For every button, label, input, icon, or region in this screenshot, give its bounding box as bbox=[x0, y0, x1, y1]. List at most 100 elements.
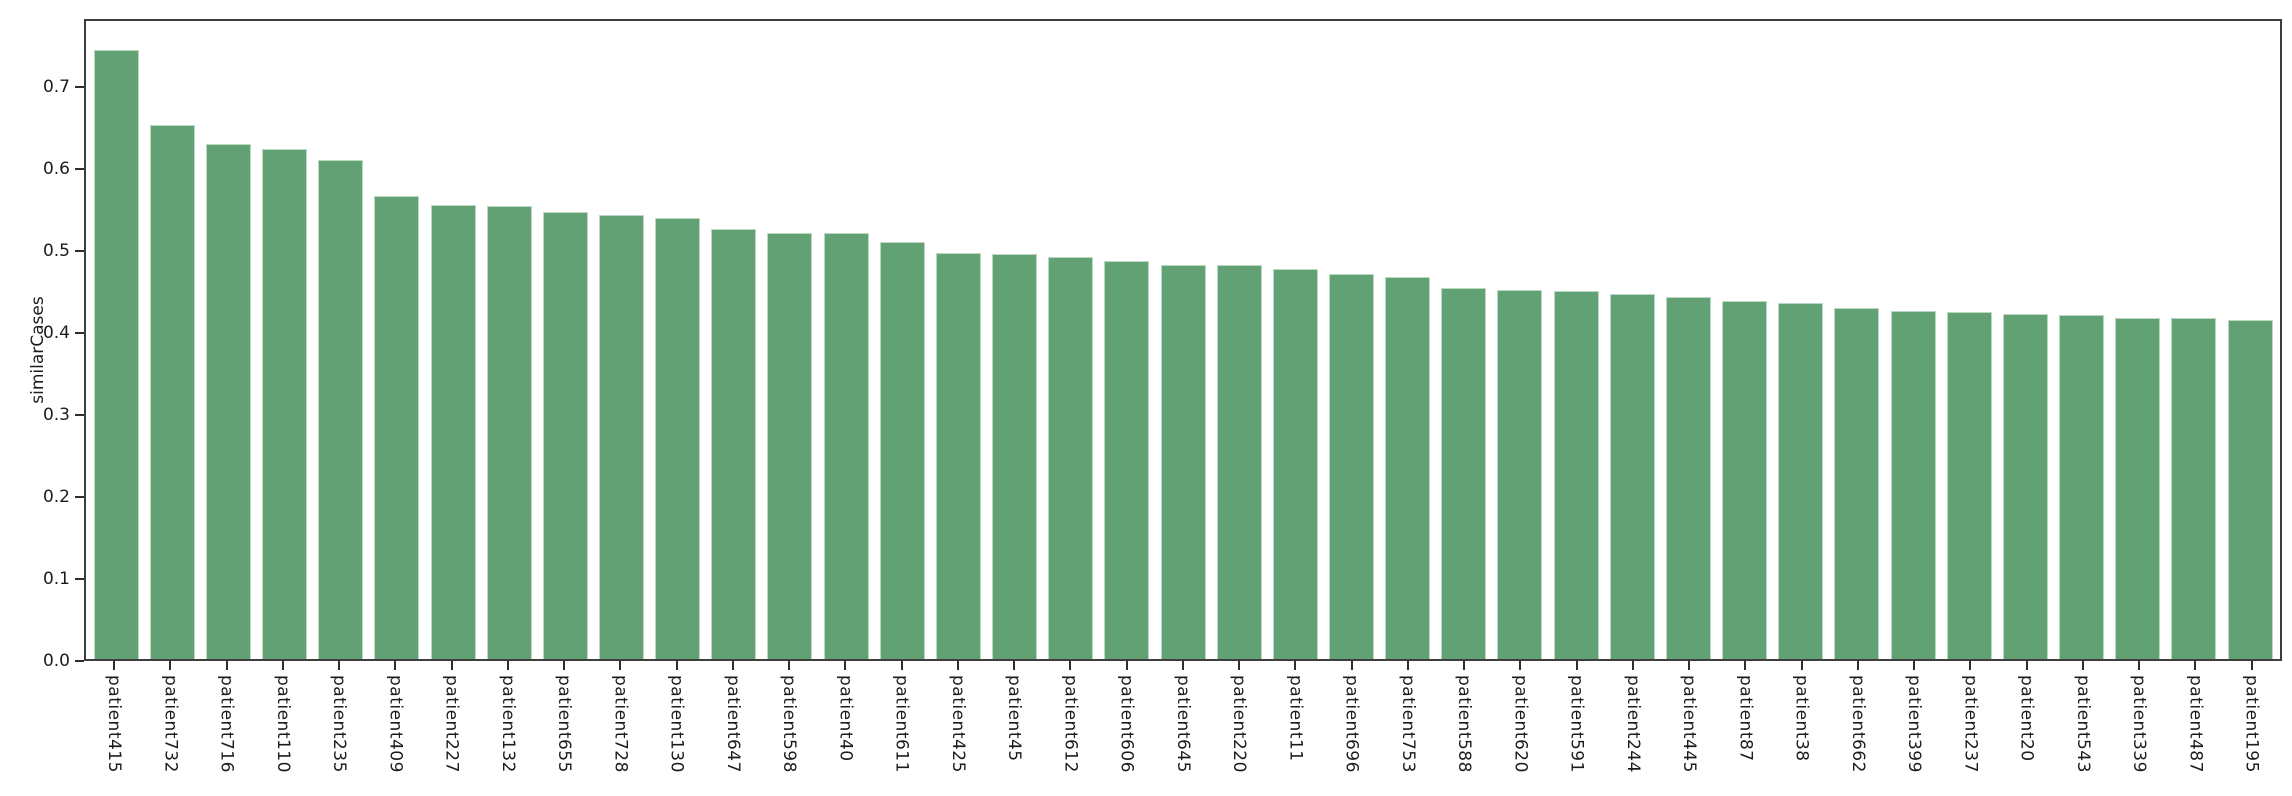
x-tick-label: patient220 bbox=[1229, 675, 1250, 773]
y-tick-mark bbox=[75, 578, 84, 580]
bar-slot bbox=[818, 21, 874, 659]
bar bbox=[1329, 274, 1375, 659]
x-tick: patient598 bbox=[761, 661, 817, 773]
x-tick: patient40 bbox=[817, 661, 873, 773]
bar-slot bbox=[313, 21, 369, 659]
x-tick-label: patient227 bbox=[441, 675, 462, 773]
bar bbox=[149, 125, 195, 659]
bar bbox=[711, 229, 757, 659]
bar-slot bbox=[537, 21, 593, 659]
x-tick-mark bbox=[1800, 661, 1803, 670]
x-tick-mark bbox=[844, 661, 847, 670]
x-tick: patient235 bbox=[311, 661, 367, 773]
bar-slot bbox=[1941, 21, 1997, 659]
bar-slot bbox=[1323, 21, 1379, 659]
bar bbox=[767, 232, 813, 659]
x-tick-label: patient244 bbox=[1622, 675, 1643, 773]
bar-slot bbox=[1043, 21, 1099, 659]
x-tick-label: patient87 bbox=[1735, 675, 1756, 762]
x-tick-label: patient543 bbox=[2072, 675, 2093, 773]
bar bbox=[1272, 268, 1318, 659]
bar bbox=[1553, 290, 1599, 659]
x-tick-mark bbox=[2025, 661, 2028, 670]
y-tick-label: 0.4 bbox=[42, 323, 70, 343]
bar-slot bbox=[1267, 21, 1323, 659]
bar-slot bbox=[481, 21, 537, 659]
bar-slot bbox=[1155, 21, 1211, 659]
bar-slot bbox=[1997, 21, 2053, 659]
x-tick-mark bbox=[731, 661, 734, 670]
x-tick: patient655 bbox=[536, 661, 592, 773]
x-tick-label: patient237 bbox=[1960, 675, 1981, 773]
bar bbox=[2227, 320, 2273, 659]
bar-slot bbox=[2053, 21, 2109, 659]
plot-area bbox=[84, 19, 2282, 661]
bar-slot bbox=[706, 21, 762, 659]
x-tick-label: patient591 bbox=[1566, 675, 1587, 773]
x-tick-mark bbox=[113, 661, 116, 670]
x-tick-mark bbox=[225, 661, 228, 670]
bar-slot bbox=[88, 21, 144, 659]
bar bbox=[2115, 317, 2161, 659]
bar bbox=[655, 217, 701, 659]
x-tick-mark bbox=[2194, 661, 2197, 670]
x-tick: patient728 bbox=[592, 661, 648, 773]
x-tick: patient588 bbox=[1436, 661, 1492, 773]
x-tick: patient339 bbox=[2111, 661, 2167, 773]
x-tick: patient110 bbox=[255, 661, 311, 773]
bar bbox=[1216, 265, 1262, 659]
x-tick-mark bbox=[619, 661, 622, 670]
x-tick-mark bbox=[1688, 661, 1691, 670]
x-tick: patient425 bbox=[930, 661, 986, 773]
bar-slot bbox=[593, 21, 649, 659]
y-tick-label: 0.1 bbox=[42, 569, 70, 589]
x-tick-mark bbox=[1181, 661, 1184, 670]
bar bbox=[879, 241, 925, 659]
x-tick: patient606 bbox=[1099, 661, 1155, 773]
bar-slot bbox=[2222, 21, 2278, 659]
bar-slot bbox=[2110, 21, 2166, 659]
x-tick-label: patient110 bbox=[272, 675, 293, 773]
x-tick-label: patient753 bbox=[1397, 675, 1418, 773]
x-tick: patient409 bbox=[367, 661, 423, 773]
bar bbox=[1441, 288, 1487, 659]
x-tick-label: patient662 bbox=[1847, 675, 1868, 773]
bar-slot bbox=[2166, 21, 2222, 659]
x-tick-mark bbox=[1856, 661, 1859, 670]
bar-slot bbox=[650, 21, 706, 659]
y-tick-mark bbox=[75, 332, 84, 334]
x-tick-label: patient45 bbox=[1004, 675, 1025, 762]
x-tick: patient445 bbox=[1661, 661, 1717, 773]
x-tick: patient130 bbox=[649, 661, 705, 773]
x-tick-mark bbox=[1744, 661, 1747, 670]
bar bbox=[823, 233, 869, 659]
bar-slot bbox=[1211, 21, 1267, 659]
x-tick-mark bbox=[1575, 661, 1578, 670]
x-tick: patient645 bbox=[1155, 661, 1211, 773]
x-tick-label: patient40 bbox=[835, 675, 856, 762]
bar bbox=[93, 49, 139, 659]
x-tick-mark bbox=[1350, 661, 1353, 670]
bar bbox=[1722, 300, 1768, 659]
x-tick: patient732 bbox=[142, 661, 198, 773]
x-tick-mark bbox=[1069, 661, 1072, 670]
bar bbox=[1609, 294, 1655, 659]
y-tick-label: 0.7 bbox=[42, 77, 70, 97]
x-tick-mark bbox=[563, 661, 566, 670]
x-tick-mark bbox=[338, 661, 341, 670]
bar-slot bbox=[144, 21, 200, 659]
bar-slot bbox=[1548, 21, 1604, 659]
y-tick-mark bbox=[75, 86, 84, 88]
x-tick-label: patient487 bbox=[2185, 675, 2206, 773]
x-tick-mark bbox=[1125, 661, 1128, 670]
bar-slot bbox=[425, 21, 481, 659]
x-tick-mark bbox=[1463, 661, 1466, 670]
x-tick-label: patient732 bbox=[160, 675, 181, 773]
x-tick-label: patient130 bbox=[666, 675, 687, 773]
x-tick: patient696 bbox=[1324, 661, 1380, 773]
x-tick-label: patient399 bbox=[1904, 675, 1925, 773]
y-tick-label: 0.0 bbox=[42, 651, 70, 671]
x-tick: patient220 bbox=[1211, 661, 1267, 773]
x-tick-label: patient445 bbox=[1679, 675, 1700, 773]
